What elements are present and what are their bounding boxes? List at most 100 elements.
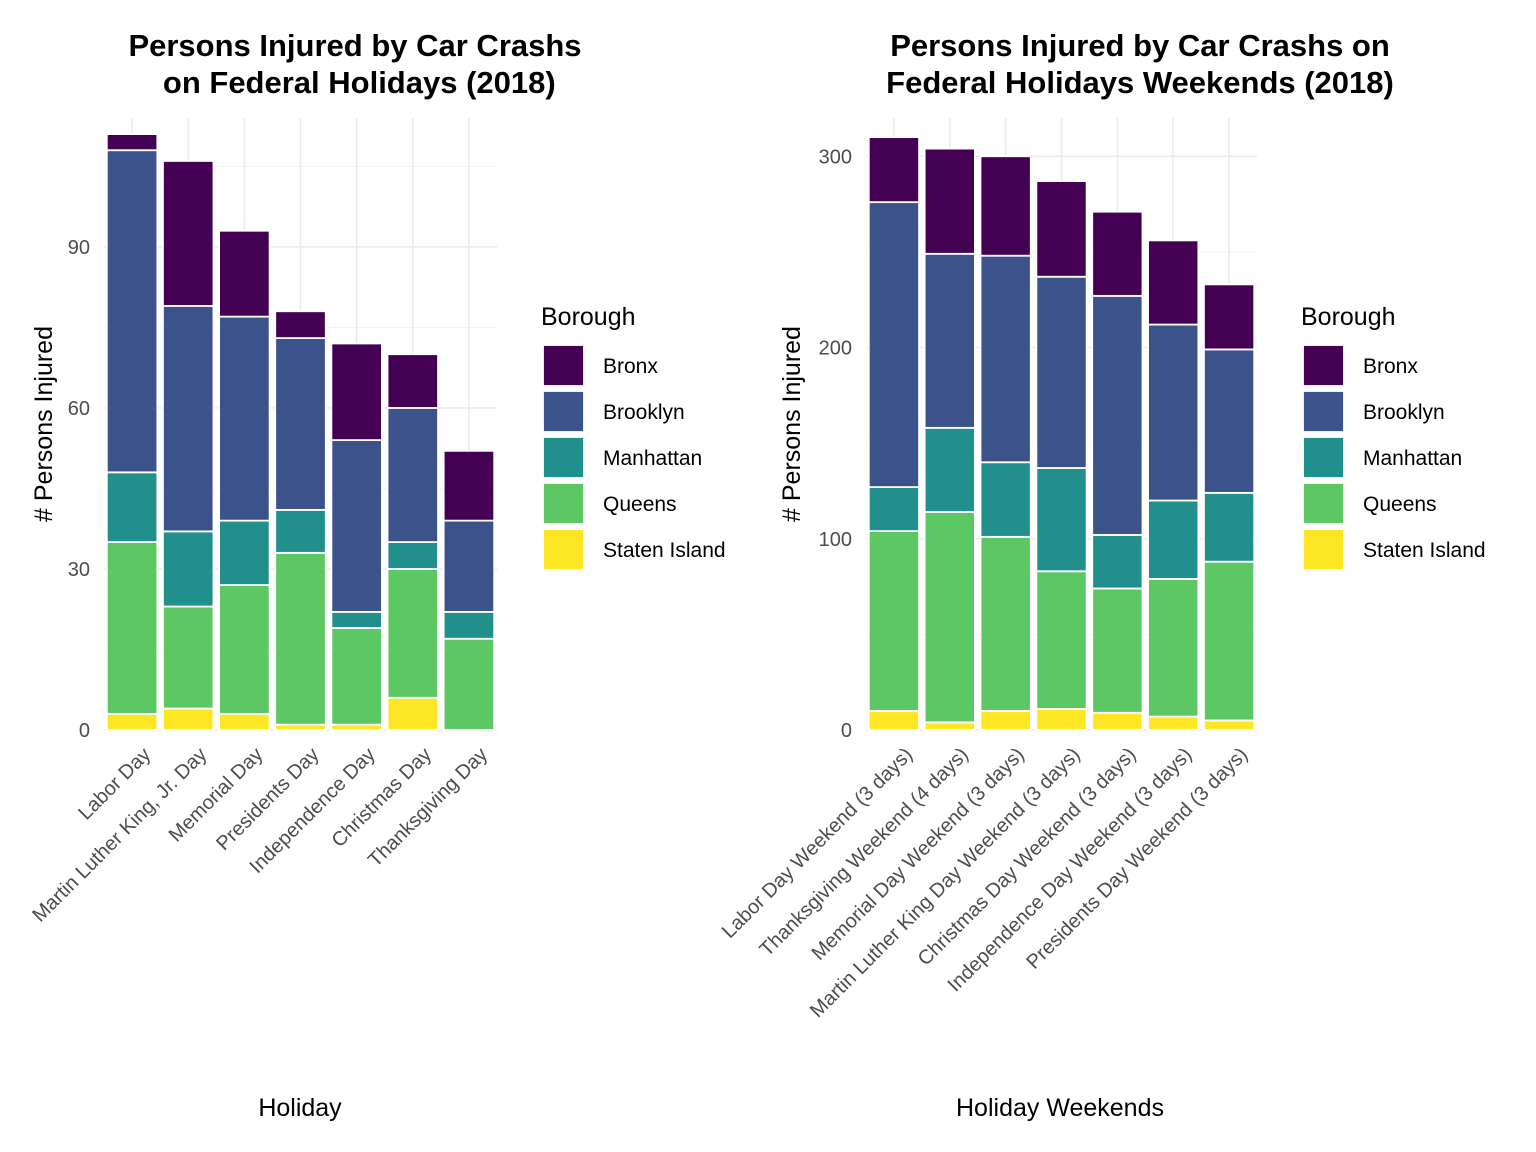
y-tick-label: 30 xyxy=(68,559,90,581)
bar-segment-brooklyn xyxy=(330,439,383,613)
y-tick-label: 60 xyxy=(68,398,90,420)
bar-segment-manhattan xyxy=(105,471,159,544)
bar-segment-manhattan xyxy=(1147,499,1200,580)
bar-segment-queens xyxy=(1203,560,1256,722)
bar-segment-bronx xyxy=(442,449,496,522)
bar-segment-staten-island xyxy=(1147,715,1200,731)
x-axis-title: Holiday xyxy=(258,1094,342,1122)
y-axis-title: # Persons Injured xyxy=(778,326,806,522)
y-tick-label: 0 xyxy=(79,720,90,742)
bar-segment-queens xyxy=(979,535,1032,712)
legend-label: Bronx xyxy=(1363,355,1418,378)
bar-segment-staten-island xyxy=(923,721,976,731)
bar-segment-bronx xyxy=(330,342,383,442)
bar-segment-brooklyn xyxy=(1203,348,1256,494)
legend-title: Borough xyxy=(1301,303,1396,331)
bar-segment-bronx xyxy=(1091,210,1144,297)
legend-swatch xyxy=(1302,436,1345,479)
y-tick-label: 300 xyxy=(819,146,852,168)
legend-label: Queens xyxy=(603,493,677,516)
bars xyxy=(867,136,1256,731)
bar-segment-bronx xyxy=(923,147,976,255)
legend-swatch xyxy=(542,482,585,525)
legend-label: Brooklyn xyxy=(603,401,685,424)
bar-segment-staten-island xyxy=(867,709,920,731)
chart-title: Persons Injured by Car Crashs on xyxy=(890,28,1390,63)
bar-segment-staten-island xyxy=(162,707,215,731)
bar-segment-manhattan xyxy=(867,486,920,532)
bar-segment-manhattan xyxy=(162,530,215,608)
legend-label: Staten Island xyxy=(603,539,726,562)
bar-segment-bronx xyxy=(274,310,327,340)
bar-segment-manhattan xyxy=(1035,467,1088,573)
legend-label: Brooklyn xyxy=(1363,401,1445,424)
bar-segment-brooklyn xyxy=(442,519,496,613)
legend-swatch xyxy=(542,344,585,387)
bars xyxy=(105,133,496,731)
bar-segment-staten-island xyxy=(386,696,439,731)
bar-segment-manhattan xyxy=(1091,534,1144,590)
legend-label: Queens xyxy=(1363,493,1437,516)
bar-segment-staten-island xyxy=(218,712,271,731)
bar-segment-bronx xyxy=(1203,283,1256,351)
legend-swatch xyxy=(1302,344,1345,387)
legend-label: Manhattan xyxy=(603,447,702,470)
x-axis-title: Holiday Weekends xyxy=(956,1094,1164,1122)
bar-segment-brooklyn xyxy=(1035,275,1088,469)
bar-segment-queens xyxy=(923,511,976,724)
bar-segment-manhattan xyxy=(330,610,383,629)
legend-title: Borough xyxy=(541,303,636,331)
bar-segment-bronx xyxy=(867,136,920,204)
bar-segment-staten-island xyxy=(105,712,159,731)
bar-segment-staten-island xyxy=(979,709,1032,731)
chart-title: Persons Injured by Car Crashs xyxy=(128,28,581,63)
bar-segment-queens xyxy=(330,627,383,726)
x-tick-label: Presidents Day xyxy=(212,744,323,855)
bar-segment-manhattan xyxy=(1203,491,1256,563)
bar-segment-bronx xyxy=(218,229,271,318)
legend: Borough Bronx Brooklyn Manhattan Queens State… xyxy=(1301,303,1486,571)
chart-title: Federal Holidays Weekends (2018) xyxy=(886,65,1394,100)
y-tick-label: 100 xyxy=(819,529,852,551)
y-tick-label: 0 xyxy=(841,720,852,742)
bar-segment-staten-island xyxy=(1203,719,1256,731)
bar-segment-brooklyn xyxy=(923,252,976,429)
bar-segment-bronx xyxy=(1035,180,1088,278)
bar-segment-manhattan xyxy=(442,610,496,640)
legend-label: Bronx xyxy=(603,355,658,378)
legend-swatch xyxy=(542,436,585,479)
bar-segment-bronx xyxy=(979,155,1032,257)
y-axis-title: # Persons Injured xyxy=(30,326,58,522)
legend-swatch xyxy=(1302,528,1345,571)
bar-segment-manhattan xyxy=(979,461,1032,538)
bar-segment-queens xyxy=(105,541,159,715)
bar-segment-bronx xyxy=(1147,239,1200,326)
bar-segment-manhattan xyxy=(923,426,976,513)
bar-segment-brooklyn xyxy=(386,406,439,544)
legend-swatch xyxy=(542,390,585,433)
bar-segment-manhattan xyxy=(274,508,327,554)
bar-segment-manhattan xyxy=(218,519,271,586)
bar-segment-queens xyxy=(274,551,327,726)
y-tick-label: 200 xyxy=(819,338,852,360)
legend-label: Staten Island xyxy=(1363,539,1486,562)
bar-segment-queens xyxy=(162,605,215,710)
bar-segment-queens xyxy=(442,637,496,731)
legend-swatch xyxy=(1302,482,1345,525)
bar-segment-brooklyn xyxy=(867,201,920,489)
bar-segment-bronx xyxy=(105,133,159,152)
bar-segment-queens xyxy=(1091,587,1144,714)
bar-segment-brooklyn xyxy=(218,315,271,522)
bar-segment-staten-island xyxy=(1035,708,1088,731)
bar-segment-queens xyxy=(218,584,271,715)
bar-segment-queens xyxy=(1035,570,1088,710)
bar-segment-brooklyn xyxy=(162,304,215,533)
x-tick-label: Christmas Day xyxy=(328,744,436,852)
legend-label: Manhattan xyxy=(1363,447,1462,470)
bar-segment-queens xyxy=(386,568,439,699)
bar-segment-queens xyxy=(867,530,920,712)
